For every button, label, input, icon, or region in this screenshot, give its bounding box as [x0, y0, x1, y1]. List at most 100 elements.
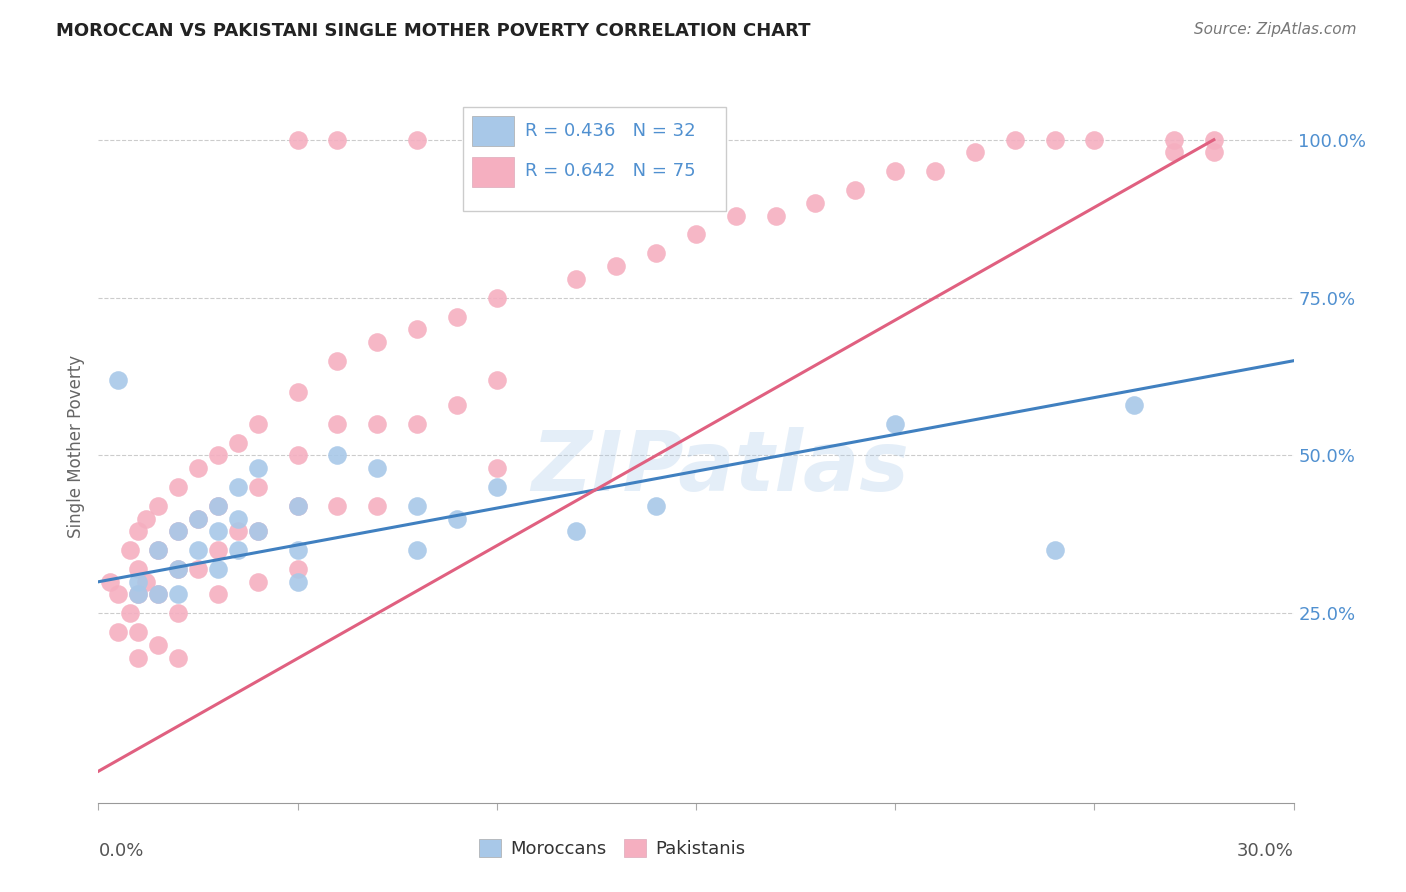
Point — [446, 511, 468, 525]
Point — [148, 587, 170, 601]
Point — [406, 499, 429, 513]
Point — [127, 587, 149, 601]
Point — [326, 449, 349, 463]
Point — [485, 480, 508, 494]
Point — [326, 353, 349, 368]
Point — [246, 417, 269, 431]
Point — [446, 398, 468, 412]
Point — [226, 435, 249, 450]
Point — [226, 543, 249, 558]
Point — [107, 625, 129, 640]
Point — [207, 449, 229, 463]
FancyBboxPatch shape — [472, 157, 515, 187]
Point — [485, 133, 508, 147]
Point — [127, 524, 149, 539]
Point — [1123, 398, 1146, 412]
Point — [565, 271, 588, 285]
Point — [167, 650, 190, 665]
Point — [127, 650, 149, 665]
Text: ZIPatlas: ZIPatlas — [531, 427, 908, 508]
Point — [326, 133, 349, 147]
Point — [326, 499, 349, 513]
Point — [148, 543, 170, 558]
Point — [1163, 145, 1185, 160]
Point — [167, 562, 190, 576]
Point — [127, 587, 149, 601]
Point — [167, 524, 190, 539]
Point — [565, 133, 588, 147]
Point — [207, 499, 229, 513]
Point — [1083, 133, 1105, 147]
Point — [485, 461, 508, 475]
Text: 0.0%: 0.0% — [98, 842, 143, 860]
Point — [187, 562, 209, 576]
Point — [167, 524, 190, 539]
FancyBboxPatch shape — [472, 116, 515, 146]
Y-axis label: Single Mother Poverty: Single Mother Poverty — [66, 354, 84, 538]
Point — [446, 310, 468, 324]
Point — [246, 524, 269, 539]
Point — [406, 417, 429, 431]
Point — [187, 511, 209, 525]
Point — [207, 562, 229, 576]
Text: MOROCCAN VS PAKISTANI SINGLE MOTHER POVERTY CORRELATION CHART: MOROCCAN VS PAKISTANI SINGLE MOTHER POVE… — [56, 22, 811, 40]
Point — [127, 562, 149, 576]
Point — [884, 417, 907, 431]
Point — [187, 543, 209, 558]
Point — [924, 164, 946, 178]
Point — [366, 334, 388, 349]
Point — [148, 638, 170, 652]
Point — [120, 607, 142, 621]
Text: R = 0.436   N = 32: R = 0.436 N = 32 — [524, 121, 696, 139]
Point — [207, 499, 229, 513]
Point — [187, 511, 209, 525]
Point — [844, 183, 866, 197]
Point — [406, 543, 429, 558]
Point — [406, 322, 429, 336]
Point — [287, 385, 309, 400]
Point — [565, 524, 588, 539]
Point — [287, 499, 309, 513]
Point — [884, 164, 907, 178]
Point — [187, 461, 209, 475]
Point — [366, 417, 388, 431]
Point — [605, 259, 627, 273]
Point — [246, 480, 269, 494]
Point — [724, 209, 747, 223]
Point — [1043, 543, 1066, 558]
Text: Source: ZipAtlas.com: Source: ZipAtlas.com — [1194, 22, 1357, 37]
Point — [246, 461, 269, 475]
Point — [804, 195, 827, 210]
Point — [207, 524, 229, 539]
Point — [645, 499, 668, 513]
Point — [226, 511, 249, 525]
Point — [1004, 133, 1026, 147]
Point — [98, 574, 122, 589]
Point — [287, 499, 309, 513]
Point — [107, 587, 129, 601]
Point — [406, 133, 429, 147]
Point — [1163, 133, 1185, 147]
Point — [645, 246, 668, 260]
Point — [765, 209, 787, 223]
Point — [135, 574, 157, 589]
Point — [226, 524, 249, 539]
Point — [148, 587, 170, 601]
Point — [485, 291, 508, 305]
Point — [167, 480, 190, 494]
Point — [485, 373, 508, 387]
Point — [246, 574, 269, 589]
Point — [207, 587, 229, 601]
Point — [287, 133, 309, 147]
Text: 30.0%: 30.0% — [1237, 842, 1294, 860]
Point — [287, 562, 309, 576]
Point — [1202, 133, 1225, 147]
Point — [685, 227, 707, 242]
Point — [1043, 133, 1066, 147]
Point — [127, 574, 149, 589]
Point — [167, 562, 190, 576]
Point — [167, 607, 190, 621]
Point — [107, 373, 129, 387]
Point — [207, 543, 229, 558]
Point — [246, 524, 269, 539]
